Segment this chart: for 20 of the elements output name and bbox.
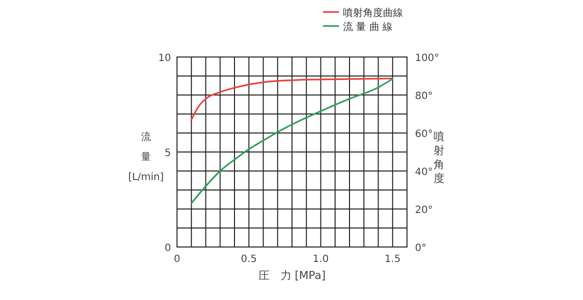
- y2-tick-label: 0°: [415, 243, 426, 254]
- y2-tick-label: 20°: [415, 205, 433, 216]
- legend-label: 流 量 曲 線: [343, 21, 393, 33]
- x-tick-label: 1.5: [384, 254, 401, 265]
- line-series: [190, 78, 394, 120]
- y-tick-label: 0: [164, 243, 171, 254]
- y2-axis-title: 噴射角度: [434, 130, 444, 185]
- legend-label: 噴射角度曲線: [343, 7, 403, 19]
- y2-tick-label: 100°: [415, 53, 440, 64]
- y2-tick-label: 40°: [415, 167, 433, 178]
- x-axis-title: 圧 力 [MPa]: [258, 269, 326, 282]
- y-axis-title: 流量[L/min]: [128, 131, 164, 183]
- y-tick-label: 5: [164, 148, 171, 159]
- y-tick-label: 10: [158, 53, 171, 64]
- x-tick-label: 0: [174, 254, 180, 265]
- y2-tick-label: 60°: [415, 129, 433, 140]
- line-series: [190, 78, 394, 204]
- y2-tick-label: 80°: [415, 91, 433, 102]
- x-tick-label: 0.5: [240, 254, 257, 265]
- x-tick-label: 1.0: [312, 254, 329, 265]
